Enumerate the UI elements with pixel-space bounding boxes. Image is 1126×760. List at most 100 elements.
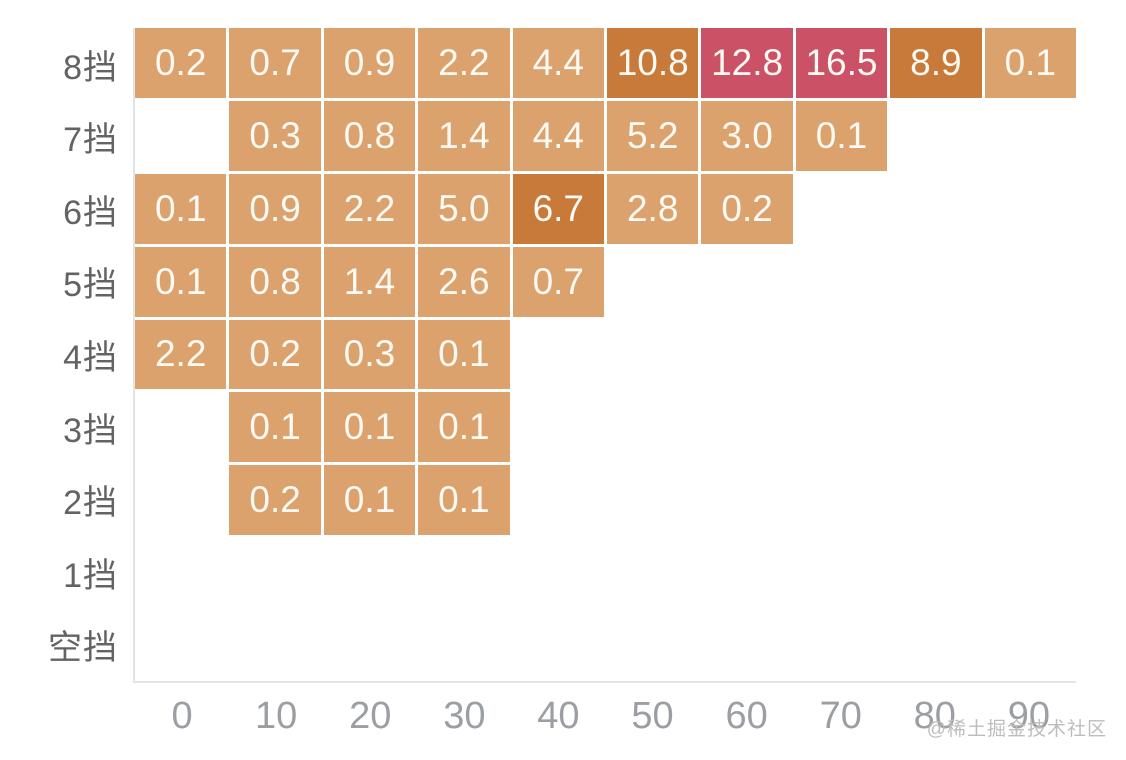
heatmap-cell-empty <box>796 247 887 317</box>
heatmap-cell-empty <box>701 538 792 608</box>
heatmap-cell-empty <box>418 611 509 681</box>
heatmap-cell[interactable]: 0.9 <box>229 173 321 244</box>
heatmap-cell-empty <box>513 392 604 462</box>
y-axis: 8挡 7挡 6挡 5挡 4挡 3挡 2挡 1挡 空挡 <box>0 28 118 681</box>
heatmap-cell-empty <box>890 465 981 535</box>
heatmap-cell-empty <box>701 611 792 681</box>
heatmap-cell[interactable]: 0.1 <box>418 465 510 536</box>
heatmap-cell-empty <box>229 538 320 608</box>
y-tick-label: 6挡 <box>63 193 118 232</box>
heatmap-cell[interactable]: 0.8 <box>229 246 321 317</box>
heatmap-cell-empty <box>607 538 698 608</box>
heatmap-cell-empty <box>135 465 226 535</box>
heatmap-cell[interactable]: 0.3 <box>229 100 321 171</box>
heatmap-cell-empty <box>701 320 792 390</box>
heatmap-cell[interactable]: 0.1 <box>229 392 321 463</box>
heatmap-cell-empty <box>890 611 981 681</box>
heatmap-cell-empty <box>607 392 698 462</box>
heatmap-cell[interactable]: 1.4 <box>418 100 510 171</box>
heatmap-cell-empty <box>607 611 698 681</box>
heatmap-cell[interactable]: 0.7 <box>512 246 604 317</box>
x-tick-label: 40 <box>537 694 580 737</box>
heatmap-cell-empty <box>985 320 1076 390</box>
x-tick-label: 10 <box>255 694 298 737</box>
x-tick-label: 90 <box>1007 694 1051 737</box>
heatmap-cell-empty <box>513 320 604 390</box>
heatmap-cell[interactable]: 0.2 <box>229 465 321 536</box>
heatmap-cell-empty <box>890 392 981 462</box>
heatmap-cell[interactable]: 0.1 <box>418 392 510 463</box>
heatmap-cell[interactable]: 0.7 <box>229 28 321 98</box>
heatmap-cell[interactable]: 0.1 <box>984 28 1076 98</box>
heatmap-cell[interactable]: 0.2 <box>135 28 227 98</box>
heatmap-cell-empty <box>229 611 320 681</box>
heatmap-cell-empty <box>890 101 981 171</box>
heatmap-cell-empty <box>513 611 604 681</box>
heatmap-cell-empty <box>890 247 981 317</box>
heatmap-cell[interactable]: 8.9 <box>890 28 982 98</box>
heatmap-cell-empty <box>513 465 604 535</box>
heatmap-cell-empty <box>135 392 226 462</box>
heatmap-cell[interactable]: 0.8 <box>323 100 416 171</box>
heatmap-cell[interactable]: 0.1 <box>418 319 510 390</box>
heatmap-cell[interactable]: 0.2 <box>229 319 321 390</box>
heatmap-cell[interactable]: 0.1 <box>323 392 416 463</box>
heatmap-cell[interactable]: 2.2 <box>323 173 416 244</box>
heatmap-cell-empty <box>985 174 1076 244</box>
heatmap-cell[interactable]: 3.0 <box>701 100 793 171</box>
heatmap-cell[interactable]: 6.7 <box>512 173 604 244</box>
heatmap-cell-empty <box>796 320 887 390</box>
heatmap-cell-empty <box>701 247 792 317</box>
x-tick-label: 20 <box>349 694 392 737</box>
y-tick-label: 8挡 <box>63 48 118 87</box>
heatmap-cell[interactable]: 0.1 <box>135 246 227 317</box>
heatmap-cell-empty <box>607 465 698 535</box>
heatmap-cell-empty <box>324 538 415 608</box>
x-tick-label: 0 <box>171 694 193 737</box>
plot-area: 0.2 0.7 0.9 2.2 4.4 10.8 12.8 16.5 8.9 0.1 0.3 0.8 1… <box>133 28 1076 683</box>
heatmap-cell-empty <box>985 247 1076 317</box>
heatmap-cell[interactable]: 0.9 <box>323 28 416 98</box>
heatmap-cell-empty <box>607 320 698 390</box>
y-tick-label: 4挡 <box>63 339 118 378</box>
y-tick-label: 7挡 <box>63 121 118 160</box>
heatmap-cell[interactable]: 0.3 <box>323 319 416 390</box>
heatmap-cell-empty <box>796 392 887 462</box>
heatmap-cell-empty <box>796 465 887 535</box>
y-tick-label: 1挡 <box>63 556 118 595</box>
y-tick-label: 3挡 <box>63 411 118 450</box>
heatmap-cell[interactable]: 5.2 <box>607 100 699 171</box>
heatmap-cell[interactable]: 0.1 <box>323 465 416 536</box>
heatmap-cell[interactable]: 0.1 <box>795 100 888 171</box>
x-tick-label: 70 <box>819 694 862 737</box>
heatmap-cell-empty <box>701 392 792 462</box>
x-tick-label: 30 <box>443 694 486 737</box>
x-axis: 0 10 20 30 40 50 60 70 80 90 <box>135 692 1076 740</box>
heatmap-cell[interactable]: 16.5 <box>795 28 888 98</box>
heatmap-cell-empty <box>890 320 981 390</box>
heatmap-cell[interactable]: 2.2 <box>135 319 227 390</box>
heatmap-cell[interactable]: 1.4 <box>323 246 416 317</box>
heatmap-cell[interactable]: 2.6 <box>418 246 510 317</box>
heatmap-cell-empty <box>985 465 1076 535</box>
heatmap-cell-empty <box>418 538 509 608</box>
heatmap-cell[interactable]: 5.0 <box>418 173 510 244</box>
heatmap-cell[interactable]: 0.1 <box>135 173 227 244</box>
heatmap-cell[interactable]: 12.8 <box>701 28 793 98</box>
heatmap-cell[interactable]: 4.4 <box>512 28 604 98</box>
heatmap-cell[interactable]: 4.4 <box>512 100 604 171</box>
y-tick-label: 2挡 <box>63 484 118 523</box>
heatmap-cell-empty <box>985 611 1076 681</box>
heatmap-cell-empty <box>796 538 887 608</box>
x-tick-label: 60 <box>725 694 768 737</box>
heatmap-cell-empty <box>513 538 604 608</box>
heatmap-cell[interactable]: 10.8 <box>607 28 699 98</box>
heatmap-cell[interactable]: 2.8 <box>607 173 699 244</box>
heatmap-cell[interactable]: 2.2 <box>418 28 510 98</box>
heatmap-cell[interactable]: 0.2 <box>701 173 793 244</box>
heatmap-cell-empty <box>607 247 698 317</box>
heatmap-cell-empty <box>796 611 887 681</box>
heatmap-cell-empty <box>985 101 1076 171</box>
heatmap-cell-empty <box>324 611 415 681</box>
